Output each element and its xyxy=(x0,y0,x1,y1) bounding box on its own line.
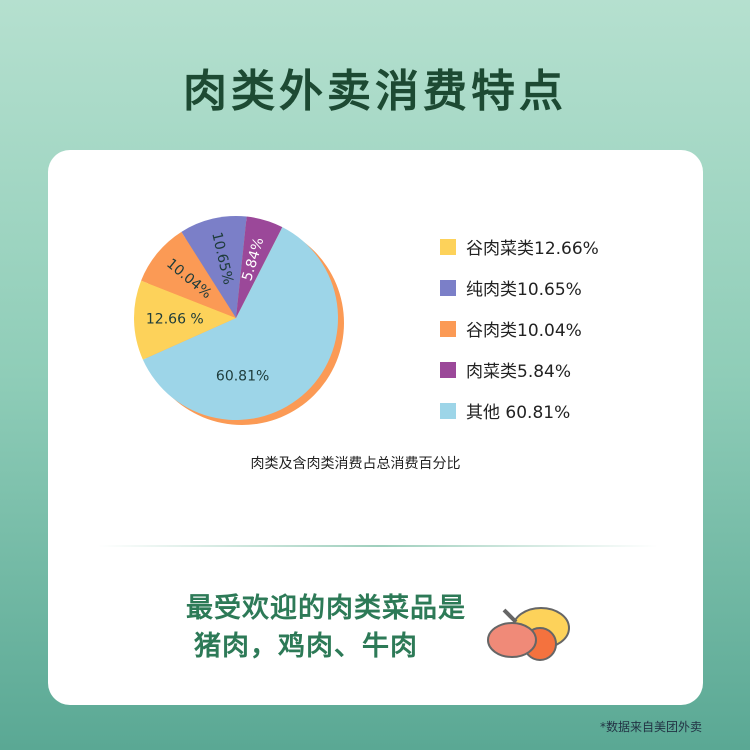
legend-item: 谷肉类10.04% xyxy=(440,308,599,349)
legend-swatch xyxy=(440,320,456,337)
slice-label: 60.81% xyxy=(216,368,269,384)
legend-label: 其他 60.81% xyxy=(466,403,571,423)
legend-swatch xyxy=(440,238,456,255)
pie-slice xyxy=(236,216,283,318)
legend-swatch xyxy=(440,361,456,378)
legend: 谷肉菜类12.66% 纯肉类10.65% 谷肉类10.04% 肉菜类5.84% 其他 6… xyxy=(440,226,599,431)
popular-line2: 猪肉，鸡肉、牛肉 xyxy=(194,631,418,662)
slice-label: 12.66 % xyxy=(146,311,204,327)
pie-slice xyxy=(181,216,247,318)
pie-slice xyxy=(134,280,236,360)
legend-label: 纯肉类10.65% xyxy=(466,280,582,300)
legend-item: 谷肉菜类12.66% xyxy=(440,226,599,267)
legend-label: 谷肉类10.04% xyxy=(466,321,582,341)
page-title: 肉类外卖消费特点 xyxy=(183,66,567,117)
pie-chart: 5.84%60.81%12.66 %10.04%10.65% xyxy=(134,216,344,425)
popular-dishes: 最受欢迎的肉类菜品是 猪肉，鸡肉、牛肉 xyxy=(186,590,466,666)
legend-label: 肉菜类5.84% xyxy=(466,362,572,382)
pie-slice xyxy=(142,227,338,420)
source-note: *数据来自美团外卖 xyxy=(599,720,702,734)
card: 5.84% 60.81% 12.66 % 10.04% 10.65% 谷肉菜类12.66… xyxy=(48,150,703,705)
legend-item: 纯肉类10.65% xyxy=(440,267,599,308)
legend-swatch xyxy=(440,279,456,296)
legend-item: 其他 60.81% xyxy=(440,390,599,431)
legend-swatch xyxy=(440,402,456,419)
popular-line1: 最受欢迎的肉类菜品是 xyxy=(186,593,466,624)
legend-label: 谷肉菜类12.66% xyxy=(466,239,599,259)
pie-slice xyxy=(141,231,236,318)
meat-icon xyxy=(487,607,570,661)
divider xyxy=(98,545,658,547)
chart-caption: 肉类及含肉类消费占总消费百分比 xyxy=(250,456,461,472)
legend-item: 肉菜类5.84% xyxy=(440,349,599,390)
